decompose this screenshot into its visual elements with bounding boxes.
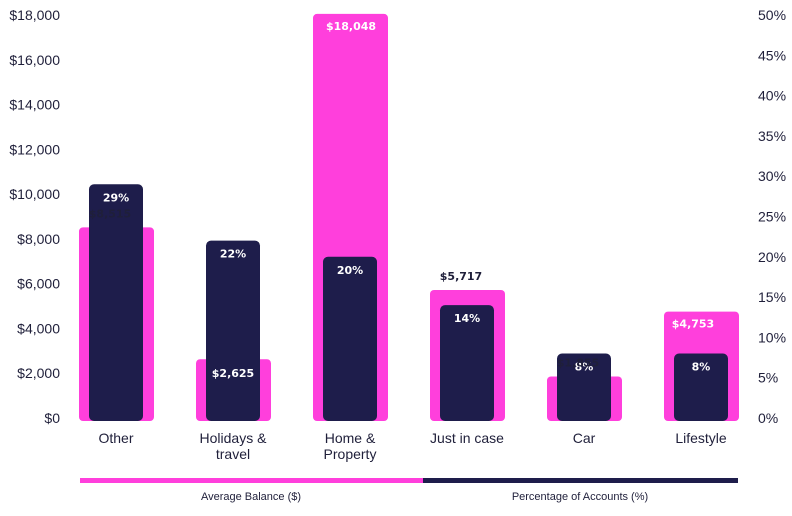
y-right-tick-label: 0% <box>758 410 778 426</box>
accounts-bar <box>323 256 377 421</box>
y-right-tick-label: 50% <box>758 7 786 23</box>
x-tick-label: Property <box>324 446 377 462</box>
accounts-data-label: 8% <box>692 361 711 374</box>
x-tick-label: Home & <box>325 430 376 446</box>
balance-data-label: $1,855 <box>557 356 599 369</box>
y-left-tick-label: $10,000 <box>9 186 60 202</box>
y-left-tick-label: $8,000 <box>17 231 60 247</box>
y-left-tick-label: $14,000 <box>9 97 60 113</box>
y-left-tick-label: $16,000 <box>9 52 60 68</box>
x-tick-label: Lifestyle <box>675 430 727 446</box>
accounts-bar <box>206 240 260 421</box>
y-right-tick-label: 35% <box>758 128 786 144</box>
accounts-data-label: 14% <box>454 312 480 325</box>
x-tick-label: Holidays & <box>200 430 268 446</box>
legend-label-balance: Average Balance ($) <box>201 491 301 503</box>
x-tick-label: travel <box>216 446 250 462</box>
accounts-bar <box>674 353 728 421</box>
legend-swatch-accounts <box>423 478 738 483</box>
accounts-data-label: 8% <box>575 361 594 374</box>
y-left-tick-label: $0 <box>44 410 60 426</box>
x-tick-label: Car <box>573 430 596 446</box>
y-right-tick-label: 15% <box>758 289 786 305</box>
balance-data-label: $2,625 <box>212 367 254 380</box>
y-right-tick-label: 20% <box>758 249 786 265</box>
balance-data-label: $18,048 <box>326 20 376 33</box>
accounts-bar <box>89 184 143 421</box>
x-tick-label: Just in case <box>430 430 504 446</box>
accounts-bar <box>440 305 494 421</box>
accounts-data-label: 29% <box>103 191 129 204</box>
y-right-tick-label: 25% <box>758 209 786 225</box>
y-right-tick-label: 30% <box>758 168 786 184</box>
balance-data-label: $8,515 <box>89 207 131 220</box>
y-right-tick-label: 5% <box>758 370 778 386</box>
y-left-tick-label: $2,000 <box>17 365 60 381</box>
y-left-tick-label: $12,000 <box>9 141 60 157</box>
y-right-tick-label: 10% <box>758 329 786 345</box>
y-right-tick-label: 40% <box>758 88 786 104</box>
accounts-data-label: 22% <box>220 248 246 261</box>
y-left-tick-label: $4,000 <box>17 320 60 336</box>
accounts-bar <box>557 353 611 421</box>
x-tick-label: Other <box>98 430 133 446</box>
balance-data-label: $4,753 <box>672 318 714 331</box>
balance-data-label: $5,717 <box>440 270 482 283</box>
legend-label-accounts: Percentage of Accounts (%) <box>512 491 648 503</box>
y-left-tick-label: $6,000 <box>17 276 60 292</box>
legend-swatch-balance <box>80 478 423 483</box>
y-right-tick-label: 45% <box>758 47 786 63</box>
y-left-tick-label: $18,000 <box>9 7 60 23</box>
accounts-data-label: 20% <box>337 264 363 277</box>
